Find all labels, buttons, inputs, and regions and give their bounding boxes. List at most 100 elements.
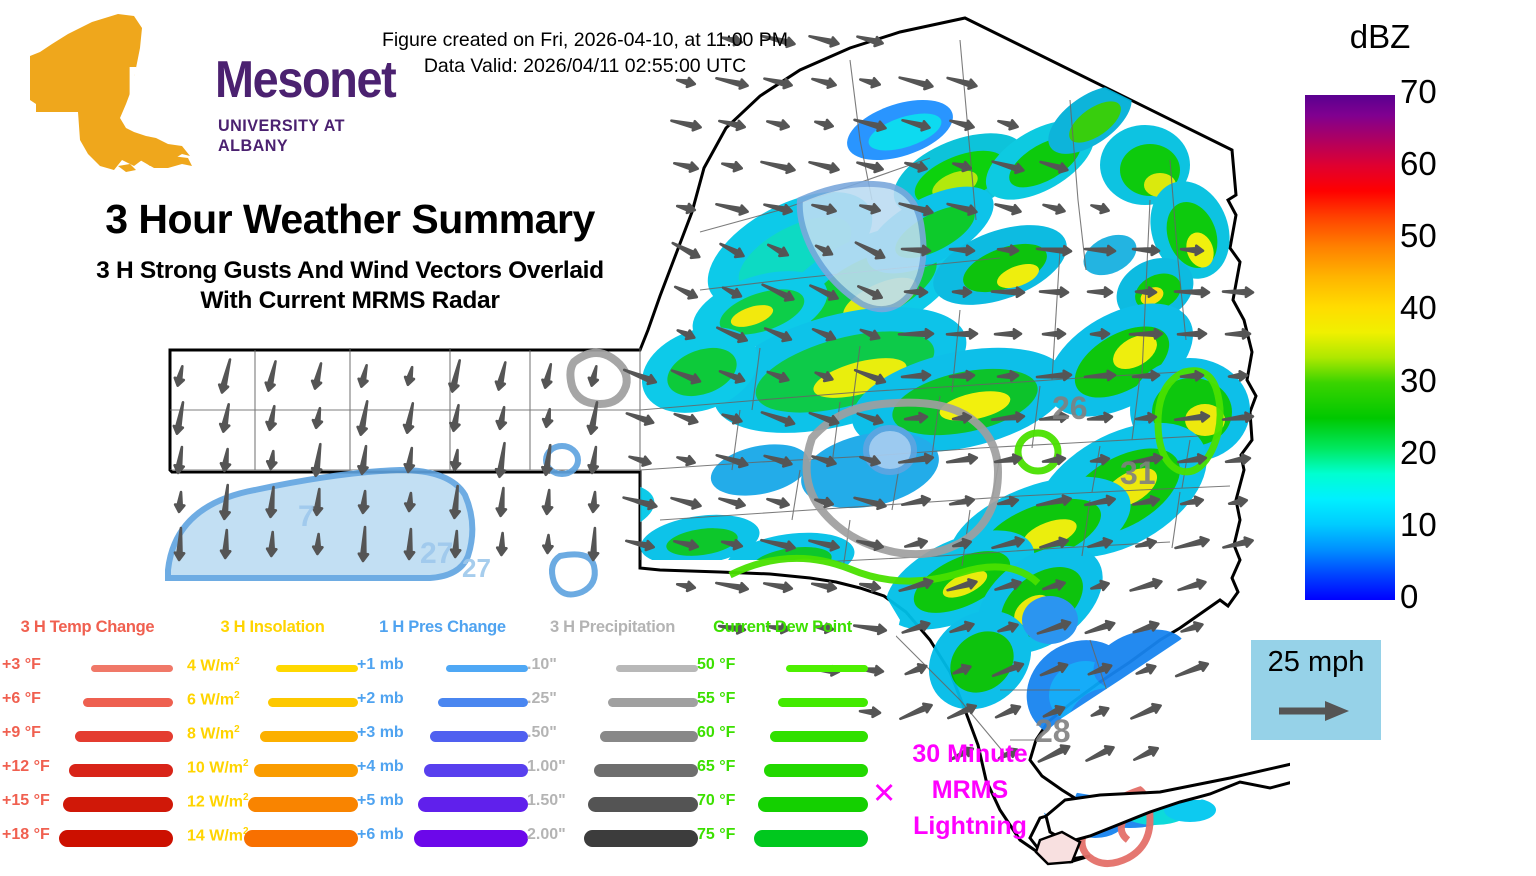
colorbar-tick-60: 60 (1400, 145, 1437, 183)
legend-item-swatch (754, 829, 868, 847)
nyc-staten-island (1034, 830, 1082, 866)
wind-arrow-icon (899, 702, 933, 721)
wind-arrow-icon (997, 119, 1019, 131)
wind-arrow-icon (1173, 411, 1211, 423)
legend-item-label: +2 mb (357, 690, 404, 707)
wind-arrow-icon (991, 661, 1025, 678)
wind-arrow-icon (541, 443, 553, 477)
legend-item: 1.00" (525, 756, 700, 784)
wind-arrow-icon (996, 244, 1020, 257)
legend-item-label: +1 mb (357, 656, 404, 673)
figure-created-text: Figure created on Fri, 2026-04-10, at 11… (381, 29, 789, 51)
wind-vector-field (172, 34, 1255, 763)
wind-arrow-icon (1039, 536, 1069, 549)
wind-arrow-icon (625, 539, 655, 552)
wind-arrow-icon (403, 446, 416, 474)
wind-arrow-icon (898, 76, 934, 91)
legend-item-label: 1.00" (527, 758, 566, 775)
page-title: 3 Hour Weather Summary (105, 196, 595, 242)
data-valid-text: Data Valid: 2026/04/11 02:55:00 UTC (423, 54, 747, 77)
wind-arrow-icon (946, 76, 978, 90)
wind-arrow-icon (903, 411, 929, 424)
wind-arrow-icon (761, 283, 795, 302)
wind-arrow-icon (1179, 244, 1205, 257)
weather-map[interactable]: 7 27 27 26 31 28 (0, 0, 1290, 876)
wind-arrow-icon (1176, 328, 1208, 340)
legend-header-precipitation: 3 H Precipitation (549, 618, 676, 636)
legend-item-swatch (584, 829, 698, 847)
wind-arrow-icon (808, 35, 840, 48)
legend-item-swatch (83, 697, 173, 707)
wind-arrow-icon (219, 528, 232, 560)
wind-arrow-icon (173, 445, 185, 475)
page-subtitle-line2: With Current MRMS Radar (200, 287, 500, 314)
legend-item-label: +5 mb (357, 792, 404, 809)
wind-arrow-icon (1227, 370, 1249, 382)
wind-arrow-icon (494, 361, 507, 391)
wind-arrow-icon (997, 621, 1019, 633)
wind-arrow-icon (811, 328, 837, 342)
wind-arrow-icon (715, 581, 749, 594)
wind-arrow-icon (1128, 327, 1164, 340)
wind-arrow-icon (357, 489, 370, 515)
wind-arrow-icon (948, 495, 976, 507)
wind-arrow-icon (449, 484, 461, 520)
wind-arrow-icon (1133, 745, 1159, 761)
wind-arrow-icon (762, 581, 794, 594)
long-island-outline (1044, 762, 1290, 844)
wind-arrow-icon (403, 365, 416, 387)
radar-reflectivity-layer (448, 86, 1250, 836)
wind-arrow-icon (625, 412, 655, 426)
wind-arrow-icon (357, 525, 370, 563)
legend-item: 50 °F (695, 654, 870, 682)
legend-item-label: 2.00" (527, 826, 566, 843)
wind-arrow-icon (853, 118, 887, 132)
wind-arrow-icon (853, 496, 887, 511)
wind-arrow-icon (901, 119, 931, 132)
wind-arrow-icon (1086, 411, 1114, 424)
wind-arrow-icon (808, 539, 840, 552)
wind-arrow-icon (814, 371, 834, 383)
wind-arrow-icon (946, 578, 978, 592)
wind-arrow-icon (853, 368, 887, 385)
wind-arrow-icon (901, 494, 931, 507)
legend-item-label: 12 W/m2 (187, 792, 249, 811)
wind-arrow-icon (587, 490, 600, 514)
wind-arrow-icon (1131, 369, 1161, 382)
wind-arrow-icon (1135, 537, 1157, 550)
wind-arrow-icon (952, 160, 972, 173)
wind-arrow-icon (357, 444, 369, 476)
legend-item: 70 °F (695, 790, 870, 818)
wind-arrow-icon (495, 531, 508, 557)
contour-value-label: 26 (1052, 390, 1088, 426)
wind-arrow-icon (1039, 160, 1069, 174)
map-svg (165, 16, 1290, 867)
legend-item-swatch (438, 697, 528, 707)
wind-arrow-icon (809, 284, 839, 301)
wind-arrow-icon (676, 454, 696, 467)
legend-item: .25" (525, 688, 700, 716)
wind-arrow-icon (763, 77, 793, 90)
wind-arrow-icon (720, 538, 744, 551)
legend-item: 14 W/m2 (185, 824, 360, 852)
wind-arrow-icon (173, 526, 186, 562)
legend-item-label: +4 mb (357, 758, 404, 775)
legend-header-temp-change: 3 H Temp Change (20, 618, 155, 636)
precipitation-contours (566, 348, 1002, 559)
wind-arrow-icon (673, 412, 699, 426)
wind-arrow-icon (671, 241, 701, 260)
wind-arrow-icon (858, 706, 882, 719)
legend-item: +5 mb (355, 790, 530, 818)
wind-arrow-icon (760, 411, 796, 427)
legend-item-swatch (770, 730, 868, 742)
legend-item-label: +6 °F (2, 690, 41, 707)
wind-arrow-icon (495, 486, 508, 518)
legend-item-swatch (75, 730, 173, 742)
wind-arrow-icon (904, 161, 928, 173)
wind-arrow-icon (542, 533, 554, 555)
wind-arrow-icon (898, 577, 934, 592)
wind-arrow-icon (1174, 660, 1210, 678)
wind-arrow-icon (356, 400, 369, 436)
legend-item: +6 mb (355, 824, 530, 852)
reflectivity-colorbar[interactable] (1305, 95, 1395, 600)
